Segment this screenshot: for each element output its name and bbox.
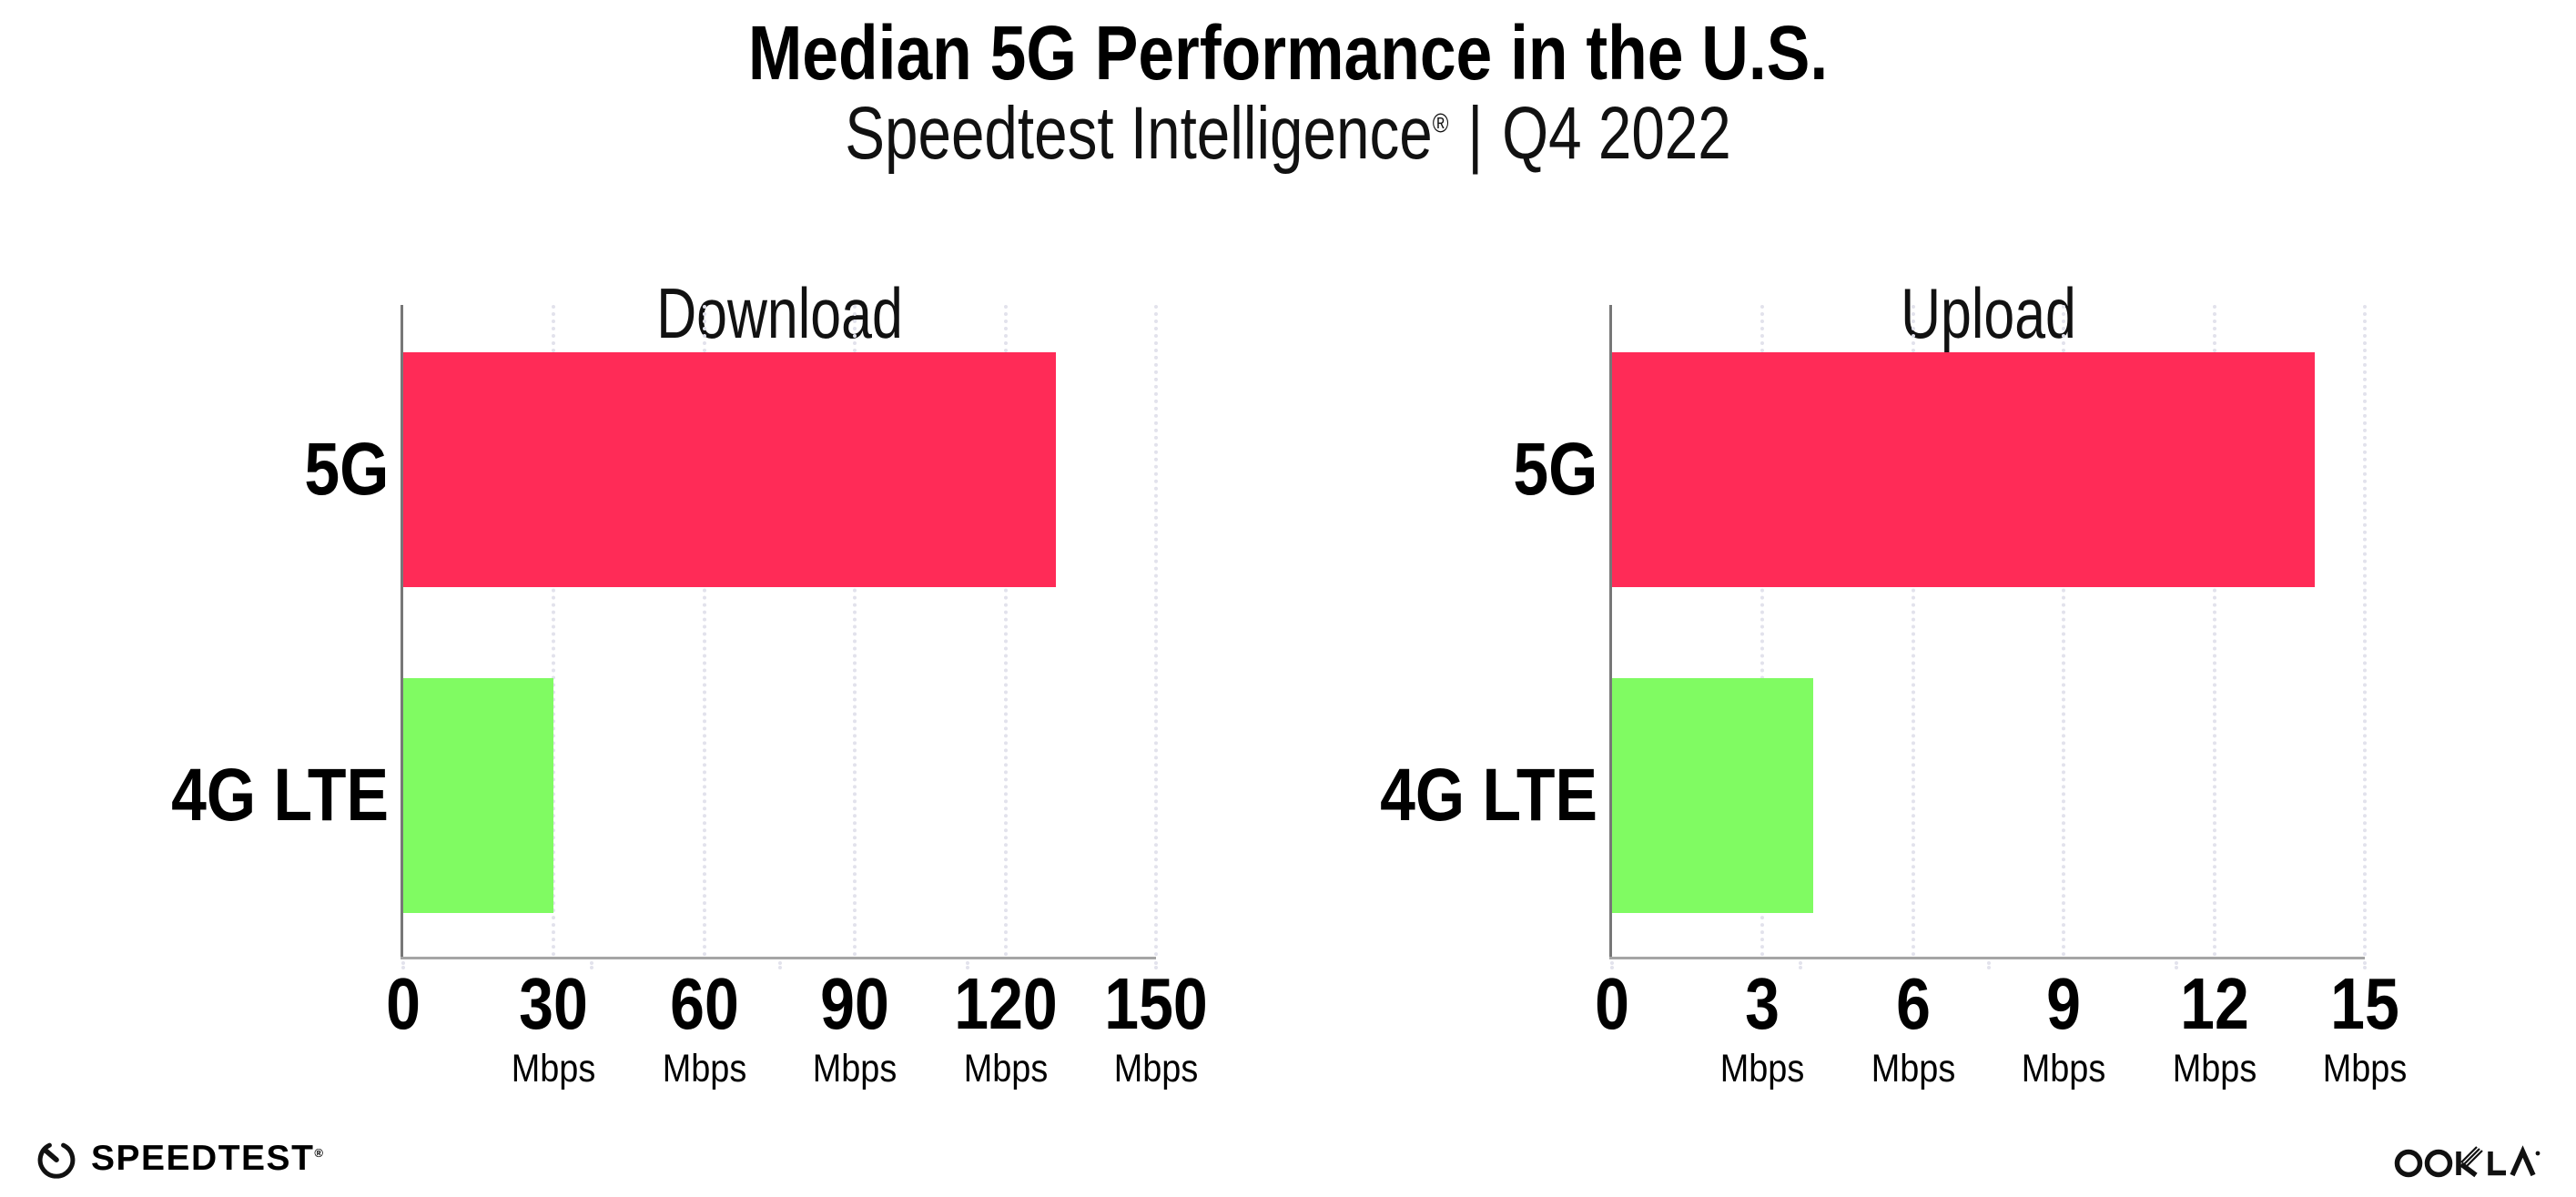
axis-minor-tick xyxy=(401,961,409,969)
x-tick-value: 9 xyxy=(2046,963,2082,1044)
category-label-5g: 5G xyxy=(304,428,389,511)
x-tick-value: 12 xyxy=(2179,963,2249,1044)
bar-4g-lte-download xyxy=(403,678,554,913)
category-label-4g-lte: 4G LTE xyxy=(1380,754,1597,837)
x-tick: 30 Mbps xyxy=(506,968,602,1089)
x-tick-value: 90 xyxy=(820,963,889,1044)
gridline xyxy=(853,305,857,957)
axis-minor-tick xyxy=(777,961,786,969)
gridline xyxy=(1760,305,1765,957)
subtitle-brand: Speedtest Intelligence xyxy=(845,92,1433,175)
x-axis-line xyxy=(1609,957,2365,959)
x-tick: 150 Mbps xyxy=(1095,968,1216,1089)
axis-minor-tick xyxy=(1154,961,1161,969)
panel-upload: Upload 5G 4G LTE 0 3 Mbps 6 Mbps 9 Mbps 12 Mbps 1… xyxy=(1380,0,2407,1197)
x-tick: 120 Mbps xyxy=(945,968,1066,1089)
panel-title-upload: Upload xyxy=(1901,272,2076,353)
plot-area-upload xyxy=(1609,305,2367,969)
speedtest-logo: SPEEDTEST® xyxy=(33,1134,324,1182)
gridline xyxy=(1911,305,1915,957)
y-axis-line xyxy=(1609,305,1612,957)
ookla-logo xyxy=(2394,1140,2541,1186)
x-tick-value: 15 xyxy=(2330,963,2399,1044)
gridline xyxy=(552,305,556,957)
x-tick-value: 150 xyxy=(1104,963,1208,1044)
gridline xyxy=(2062,305,2066,957)
x-tick: 6 Mbps xyxy=(1865,968,1961,1089)
x-tick-unit: Mbps xyxy=(662,1047,747,1090)
x-tick-value: 30 xyxy=(519,963,589,1044)
x-tick-unit: Mbps xyxy=(2021,1047,2106,1090)
x-tick-unit: Mbps xyxy=(2322,1047,2408,1090)
gridline xyxy=(1003,305,1008,957)
axis-minor-tick xyxy=(1986,961,1994,969)
x-tick-value: 0 xyxy=(1595,963,1629,1044)
x-tick-unit: Mbps xyxy=(1871,1047,1956,1090)
x-tick-unit: Mbps xyxy=(963,1047,1048,1090)
gridline xyxy=(2363,305,2367,957)
panel-title-download: Download xyxy=(656,272,903,353)
axis-minor-tick xyxy=(1610,961,1618,969)
page-title: Median 5G Performance in the U.S. xyxy=(747,10,1829,96)
x-tick: 9 Mbps xyxy=(2016,968,2112,1089)
x-tick: 15 Mbps xyxy=(2317,968,2412,1089)
gridline xyxy=(1154,305,1158,957)
x-axis-line xyxy=(401,957,1156,959)
axis-minor-tick xyxy=(2175,961,2182,969)
x-tick-unit: Mbps xyxy=(2172,1047,2257,1090)
registered-trademark-symbol: ® xyxy=(1432,108,1449,139)
y-axis-line xyxy=(401,305,403,957)
x-tick-value: 120 xyxy=(953,963,1058,1044)
speedtest-gauge-icon xyxy=(37,1142,76,1179)
x-tick: 90 Mbps xyxy=(807,968,903,1089)
bar-5g-upload xyxy=(1612,352,2315,587)
x-tick: 0 xyxy=(1592,968,1633,1040)
subtitle-separator: | xyxy=(1467,92,1484,175)
axis-minor-tick xyxy=(966,961,973,969)
page-subtitle: Speedtest Intelligence® | Q4 2022 xyxy=(258,92,2318,175)
x-tick: 60 Mbps xyxy=(656,968,752,1089)
x-tick-unit: Mbps xyxy=(812,1047,898,1090)
bar-5g-download xyxy=(403,352,1056,587)
ookla-wordmark-icon xyxy=(2394,1145,2541,1178)
x-tick-value: 6 xyxy=(1895,963,1931,1044)
panel-download: Download 5G 4G LTE 0 30 Mbps 60 Mbps 90 Mbps 12… xyxy=(171,0,1208,1197)
x-axis-tick-labels: 0 3 Mbps 6 Mbps 9 Mbps 12 Mbps 15 Mbps xyxy=(1595,968,2407,1095)
x-tick-unit: Mbps xyxy=(1720,1047,1805,1090)
bar-4g-lte-upload xyxy=(1612,678,1813,913)
x-tick-value: 0 xyxy=(386,963,421,1044)
gridline xyxy=(702,305,706,957)
x-tick-unit: Mbps xyxy=(512,1047,596,1090)
plot-area-download xyxy=(401,305,1158,969)
x-tick: 3 Mbps xyxy=(1715,968,1810,1089)
x-tick-unit: Mbps xyxy=(1113,1047,1199,1090)
x-tick: 0 xyxy=(383,968,424,1040)
axis-minor-tick xyxy=(589,961,597,969)
category-label-4g-lte: 4G LTE xyxy=(171,754,389,837)
x-tick-value: 60 xyxy=(669,963,739,1044)
axis-minor-tick xyxy=(1798,961,1806,969)
x-tick-value: 3 xyxy=(1745,963,1780,1044)
category-label-5g: 5G xyxy=(1513,428,1597,511)
speedtest-wordmark-text: SPEEDTEST xyxy=(91,1138,315,1178)
x-axis-tick-labels: 0 30 Mbps 60 Mbps 90 Mbps 120 Mbps 150 Mbps xyxy=(386,968,1208,1095)
x-tick: 12 Mbps xyxy=(2166,968,2262,1089)
subtitle-period: Q4 2022 xyxy=(1502,92,1731,175)
axis-minor-tick xyxy=(2363,961,2370,969)
speedtest-registered-mark: ® xyxy=(314,1145,325,1160)
speedtest-wordmark: SPEEDTEST® xyxy=(91,1141,324,1176)
gridline xyxy=(2212,305,2216,957)
